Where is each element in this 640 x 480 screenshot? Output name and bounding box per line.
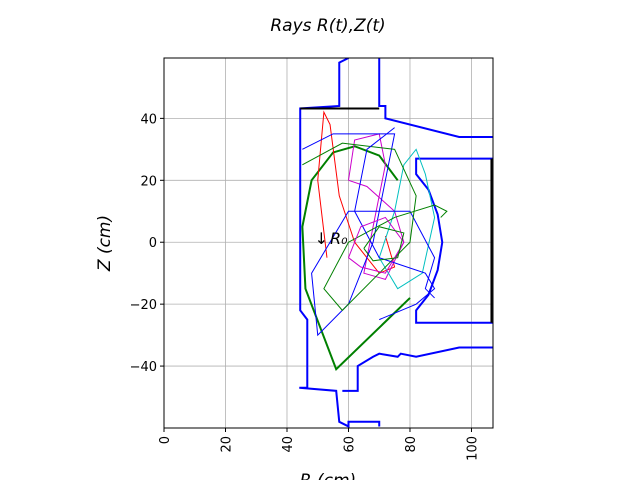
chart-title: Rays R(t),Z(t) [270, 16, 385, 36]
ray-line [378, 58, 493, 138]
ray-line [302, 142, 448, 312]
x-axis-label: R (cm) [300, 471, 356, 480]
ray-line [301, 145, 411, 371]
plot-area [163, 58, 493, 428]
y-axis-label: Z (cm) [95, 215, 115, 272]
ray-line [378, 148, 436, 290]
y-tick-label: 0 [149, 236, 157, 251]
x-tick-label: 60 [342, 436, 357, 453]
ray-line [354, 127, 436, 321]
annotation: R₀ [330, 229, 348, 248]
ray-line [415, 157, 493, 324]
x-tick-label: 20 [219, 436, 234, 453]
x-tick-label: 80 [404, 436, 419, 453]
x-tick-label: 100 [465, 436, 480, 461]
ray-line [347, 133, 405, 280]
ray-line [363, 226, 405, 262]
x-tick-label: 40 [281, 436, 296, 453]
ray-line [302, 133, 436, 337]
axes-frame [163, 57, 494, 429]
x-tick-label: 0 [158, 436, 173, 444]
y-tick-label: 40 [140, 112, 157, 127]
y-tick-label: −20 [130, 298, 157, 313]
y-tick-label: 20 [140, 174, 157, 189]
ray-line [317, 110, 396, 274]
ray-line [342, 346, 493, 392]
ray-line [299, 58, 381, 428]
annotation: ↓ [315, 229, 328, 248]
y-tick-label: −40 [130, 360, 157, 375]
ray-line [348, 216, 405, 274]
series-group [299, 58, 493, 428]
